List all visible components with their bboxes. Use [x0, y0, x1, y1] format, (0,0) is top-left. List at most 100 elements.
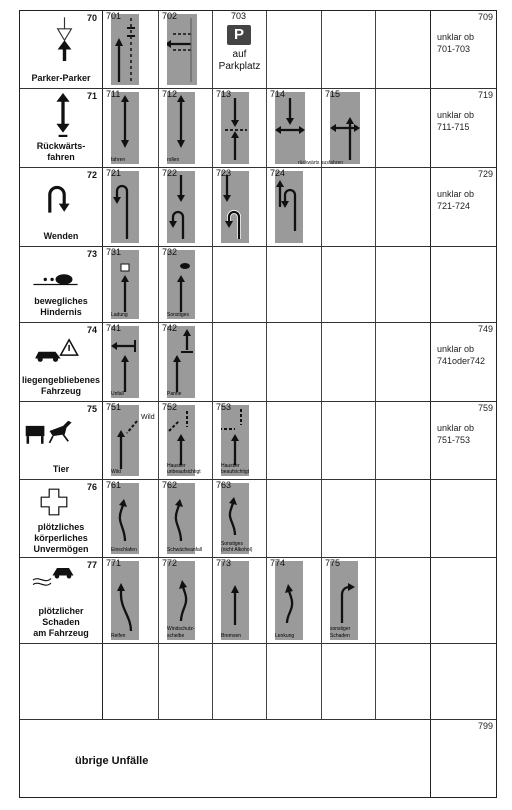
diagram-753 [219, 409, 242, 465]
subtype-code: 775 [325, 558, 341, 568]
subtype-code: 703 [231, 11, 247, 21]
empty-cell [431, 247, 496, 322]
subtype-label: Lenkung [275, 633, 295, 639]
lane-diagram [165, 14, 197, 85]
subtype-label: Bremsen [221, 633, 242, 639]
diagram-721 [113, 184, 129, 239]
parking-sign-icon: P [227, 25, 251, 45]
row-73: 73 bewegliches Hindernis Ladung 731 [20, 247, 496, 323]
lane-diagram: Sonstiges [167, 250, 195, 319]
category-cell-74: 74 liegengebliebenes Fahrzeug [20, 323, 103, 401]
empty-cell [431, 480, 496, 557]
empty-cell [376, 11, 431, 88]
empty-cell [322, 247, 376, 322]
subtype-label: Wild [111, 469, 121, 475]
diagram-724 [276, 180, 297, 231]
row-74: 74 liegengebliebenes Fahrzeug Unfall 741 [20, 323, 496, 402]
subtype-cell-721: 721 [103, 168, 159, 246]
subtype-code: 713 [216, 89, 232, 99]
subtype-code: 771 [106, 558, 122, 568]
subtype-cell-761: Einschlafen 761 [103, 480, 159, 557]
subtype-cell-723: 723 [213, 168, 267, 246]
empty-cell [213, 323, 267, 401]
subtype-cell-774: Lenkung 774 [267, 558, 322, 643]
lane-diagram [330, 92, 360, 164]
subtype-code: 712 [162, 89, 178, 99]
subtype-code: 721 [106, 168, 122, 178]
other-accidents-label: übrige Unfälle [75, 755, 149, 767]
category-number: 75 [86, 404, 97, 414]
lane-diagram [221, 171, 249, 243]
lane-diagram: fahren [111, 92, 139, 164]
diagram-702 [165, 18, 193, 82]
subtype-cell-703: 703 P auf Parkplatz [213, 11, 267, 88]
empty-cell [267, 480, 322, 557]
lane-diagram: Schwächeanfall [167, 483, 202, 554]
unclear-cell-719: 719 unklar ob 711-715 [431, 89, 496, 167]
subtype-label: Schwächeanfall [167, 547, 203, 553]
diagram-752 [168, 411, 188, 465]
subtype-cell-731: Ladung 731 [103, 247, 159, 322]
diagram-731 [120, 263, 130, 312]
subtype-label: Einschlafen [111, 547, 137, 553]
diagram-722 [169, 175, 185, 239]
subtype-cell-701: 701 [103, 11, 159, 88]
empty-cell [20, 644, 103, 719]
category-name: Rückwärts-fahren [36, 141, 86, 162]
row-77: 77 plötzlicher Schaden am Fahrzeug Reifen … [20, 558, 496, 644]
diagram-741 [111, 340, 136, 392]
diagram-701 [115, 18, 135, 82]
subtype-code: 772 [162, 558, 178, 568]
lane-diagram [275, 92, 305, 164]
subtype-label: Windschutz- [167, 626, 195, 632]
subtype-code: 752 [162, 402, 178, 412]
obstacle-icon [33, 274, 78, 286]
lane-diagram [221, 92, 249, 164]
code-cell-799: 799 [431, 720, 496, 797]
diagram-763 [228, 497, 237, 536]
diagram-715 [330, 117, 360, 160]
lane-diagram: Wild [111, 405, 139, 476]
subtype-label: Reifen [111, 633, 126, 639]
empty-cell [322, 168, 376, 246]
subtype-label-2: beaufsichtigt [221, 469, 250, 475]
span-label: rückwärts ausfahren [298, 160, 344, 166]
subtype-cell-712: rollen 712 [159, 89, 213, 167]
category-number: 74 [86, 325, 97, 335]
empty-cell [376, 402, 431, 479]
unclear-text: unklar ob 741oder742 [437, 344, 486, 366]
lane-diagram: Bremsen [221, 561, 249, 640]
category-name: plötzlicher Schaden am Fahrzeug [33, 606, 89, 638]
subtype-code: 761 [106, 480, 122, 490]
empty-cell [267, 644, 322, 719]
empty-cell [159, 644, 213, 719]
skid-car-icon [32, 568, 74, 586]
category-number: 70 [86, 13, 97, 23]
subtype-label-2: Schaden [330, 633, 350, 639]
lane-diagram: rollen [167, 92, 195, 164]
empty-cell [213, 644, 267, 719]
subtype-label: Haustier [167, 463, 186, 469]
lane-diagram: Panne [167, 326, 195, 398]
unclear-cell-759: 759 unklar ob 751-753 [431, 402, 496, 479]
category-number: 71 [86, 91, 97, 101]
subtype-cell-762: Schwächeanfall 762 [159, 480, 213, 557]
row-71: 71 Rückwärts-fahren fahren 711 [20, 89, 496, 168]
subtype-code: 722 [162, 168, 178, 178]
unclear-cell-749: 749 unklar ob 741oder742 [431, 323, 496, 401]
subtype-label: Haustier [221, 463, 240, 469]
lane-diagram: Windschutz- scheibe [167, 561, 195, 640]
subtype-code: 714 [270, 89, 286, 99]
diagram-762 [174, 499, 183, 542]
subtype-label: sonstiger [330, 626, 351, 632]
unclear-cell-729: 729 unklar ob 721-724 [431, 168, 496, 246]
lane-diagram: Reifen [111, 561, 139, 640]
diagram-772 [179, 580, 188, 622]
parking-arrow-icon [56, 17, 73, 61]
empty-cell [213, 247, 267, 322]
unclear-cell-709: 709 unklar ob 701-703 [431, 11, 496, 88]
subtype-label: Sonstiges [221, 541, 243, 547]
category-name: liegengebliebenes Fahrzeug [21, 375, 101, 396]
diagram-761 [118, 499, 127, 542]
